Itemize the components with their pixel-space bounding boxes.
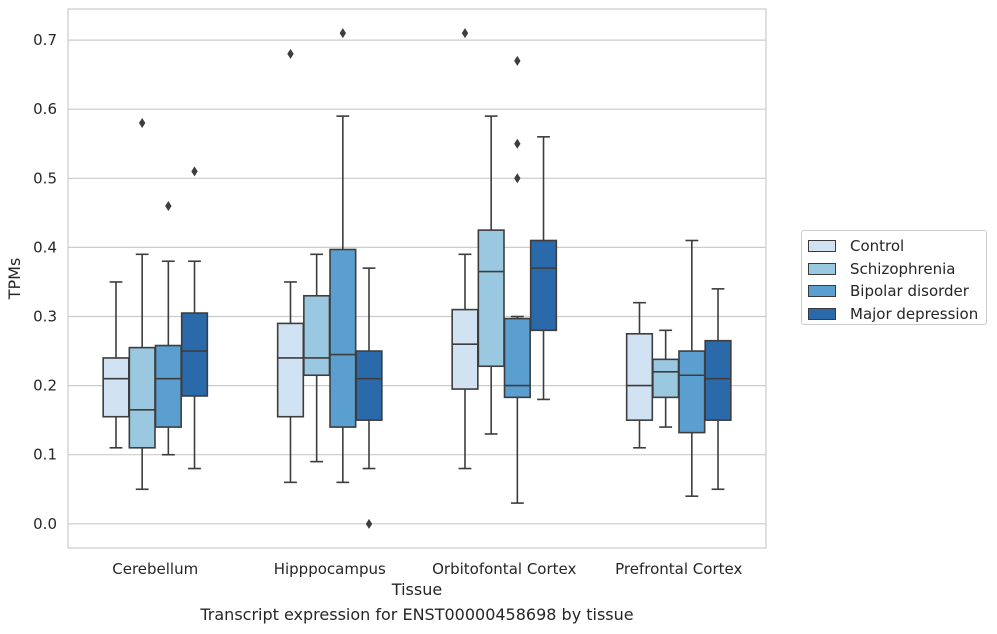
legend-item-schizophrenia: Schizophrenia — [808, 258, 986, 281]
outlier-point — [191, 166, 198, 177]
outlier-point — [514, 138, 521, 149]
box-iqr — [652, 358, 680, 399]
box-iqr — [303, 294, 331, 377]
plot-frame — [67, 8, 767, 549]
y-tick-label: 0.0 — [33, 515, 57, 533]
y-tick-label: 0.7 — [33, 31, 57, 49]
legend-label-bipolar: Bipolar disorder — [850, 282, 969, 301]
box-iqr — [329, 248, 357, 428]
x-tick-label: Orbitofontal Cortex — [432, 560, 576, 578]
box-iqr — [477, 229, 505, 368]
box-iqr — [355, 350, 383, 421]
outlier-point — [339, 28, 347, 39]
box-iqr — [678, 350, 706, 434]
box-iqr — [128, 346, 156, 449]
legend-item-control: Control — [808, 235, 986, 258]
y-tick-labels: 0.0 0.1 0.2 0.3 0.4 0.5 0.6 0.7 — [33, 31, 57, 533]
box-plot — [303, 253, 331, 463]
legend-label-major-depression: Major depression — [850, 304, 979, 323]
x-tick-label: Prefrontal Cortex — [615, 560, 742, 578]
y-tick-label: 0.4 — [33, 238, 57, 256]
legend-label-schizophrenia: Schizophrenia — [850, 259, 956, 278]
legend-label-control: Control — [850, 237, 905, 256]
box-plot — [529, 136, 558, 401]
box-plot — [451, 28, 479, 470]
legend-item-bipolar: Bipolar disorder — [808, 280, 986, 303]
box-iqr — [154, 344, 182, 428]
box-plot — [477, 115, 505, 435]
x-tick-label: Cerebellum — [112, 560, 198, 578]
box-plot — [678, 239, 706, 497]
y-tick-label: 0.6 — [33, 100, 57, 118]
x-axis-label: Tissue — [391, 580, 442, 599]
outlier-point — [165, 200, 172, 211]
box-plot — [102, 281, 130, 449]
box-iqr — [451, 308, 479, 390]
box-iqr — [529, 239, 558, 332]
legend-swatch-schizophrenia — [808, 262, 836, 275]
y-tick-label: 0.2 — [33, 377, 57, 395]
box-plot — [329, 28, 357, 484]
x-tick-labels: Cerebellum Hipppocampus Orbitofontal Corte… — [112, 560, 742, 578]
box-iqr — [180, 312, 209, 397]
outlier-point — [287, 48, 294, 59]
box-plot — [704, 288, 732, 491]
legend-swatch-major-depression — [808, 307, 836, 320]
box-plot — [180, 166, 209, 470]
outlier-point — [365, 518, 373, 529]
outlier-point — [461, 28, 469, 39]
box-plot — [355, 267, 383, 529]
y-axis-label: TPMs — [5, 258, 24, 301]
box-iqr — [102, 357, 130, 418]
legend-swatch-control — [808, 240, 836, 253]
legend-item-major-depression: Major depression — [808, 303, 986, 326]
box-plot — [128, 118, 156, 491]
box-iqr — [625, 332, 654, 421]
outlier-point — [138, 118, 146, 129]
gridlines — [68, 39, 766, 525]
outlier-point — [514, 55, 521, 66]
chart-caption: Transcript expression for ENST0000045869… — [200, 605, 634, 624]
box-iqr — [704, 339, 732, 421]
legend: Control Schizophrenia Bipolar disorder M… — [801, 230, 987, 325]
x-tick-label: Hipppocampus — [274, 560, 386, 578]
y-tick-label: 0.1 — [33, 446, 57, 464]
box-plot — [154, 200, 182, 456]
box-plot — [276, 48, 305, 484]
y-tick-label: 0.3 — [33, 308, 57, 326]
box-plot — [652, 329, 680, 428]
legend-swatch-bipolar — [808, 285, 836, 298]
box-plot — [503, 55, 531, 504]
box-iqr — [276, 322, 305, 418]
y-tick-label: 0.5 — [33, 169, 57, 187]
box-plot — [625, 301, 654, 449]
outlier-point — [514, 173, 521, 184]
box-plots — [102, 28, 732, 529]
box-iqr — [503, 317, 531, 399]
